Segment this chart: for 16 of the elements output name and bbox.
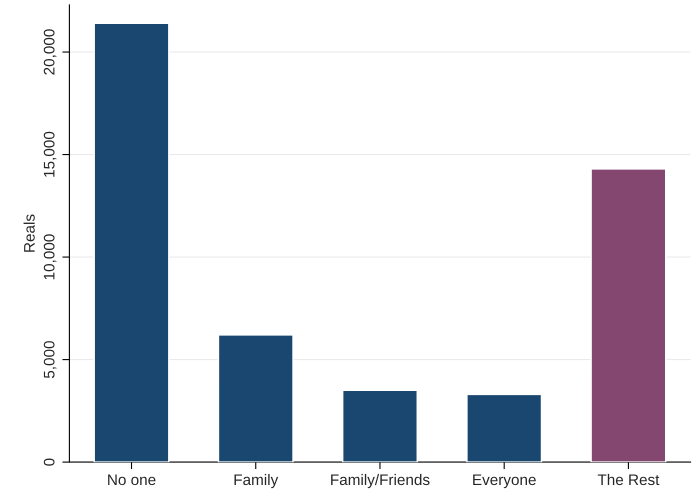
x-tick-label: Everyone bbox=[473, 474, 536, 488]
bar bbox=[466, 394, 542, 462]
bar bbox=[94, 22, 170, 462]
y-tick-label: 10,000 bbox=[44, 234, 56, 280]
y-tick-label: 5,000 bbox=[44, 341, 56, 378]
x-tick-label: No one bbox=[108, 474, 156, 486]
y-tick-label: 20,000 bbox=[44, 29, 56, 75]
y-tick-label: 15,000 bbox=[44, 132, 56, 177]
x-tick-label: Family/Friends bbox=[331, 474, 430, 488]
bar bbox=[590, 168, 666, 462]
x-tick-label: The Rest bbox=[598, 474, 660, 486]
bar bbox=[218, 334, 294, 462]
y-tick-label: 0 bbox=[44, 458, 55, 466]
bar bbox=[342, 390, 418, 462]
x-tick-label: Family bbox=[234, 474, 278, 488]
y-axis-title: Reals bbox=[24, 214, 35, 252]
